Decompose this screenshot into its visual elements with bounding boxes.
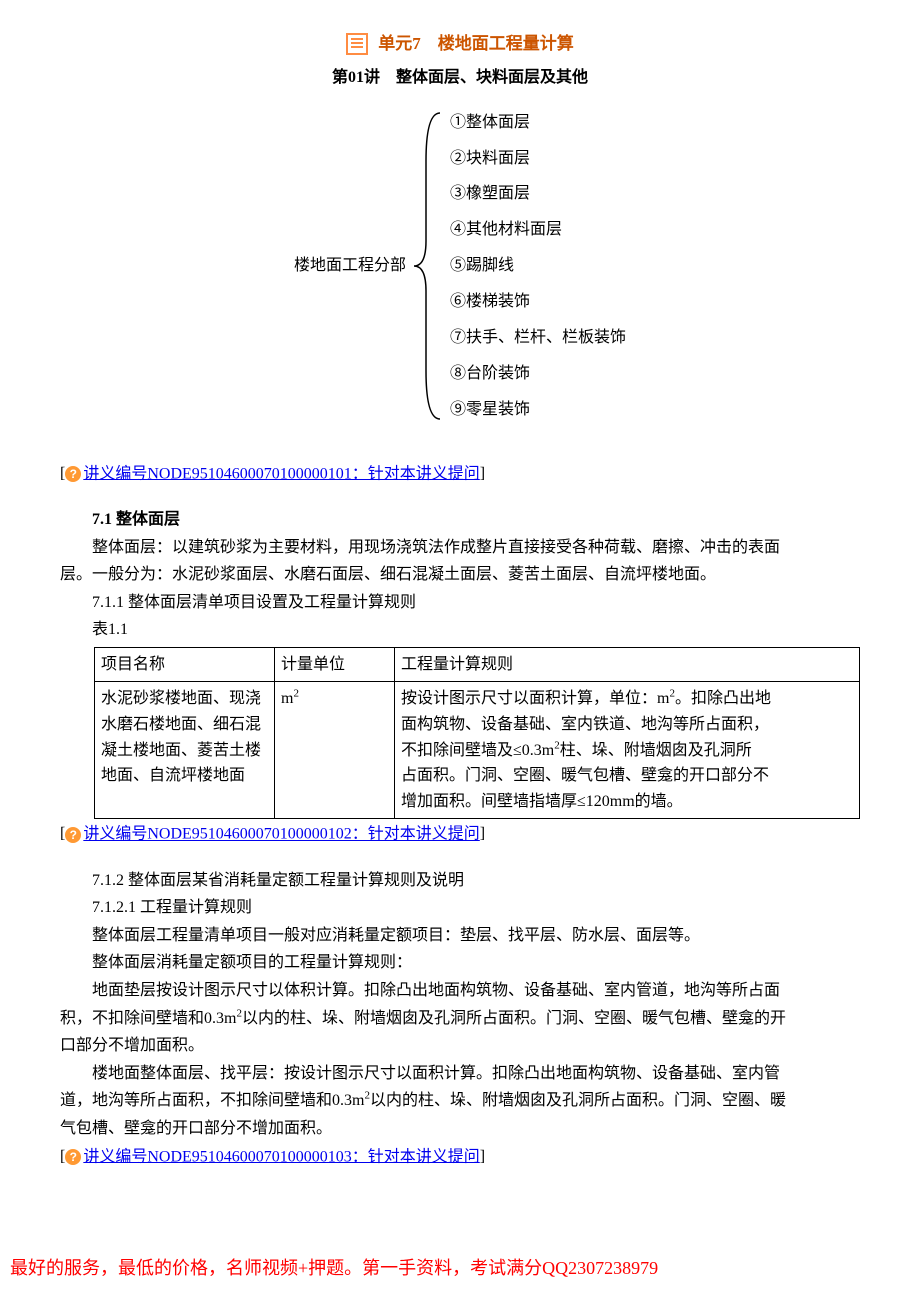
diagram-item: ⑦扶手、栏杆、栏板装饰 xyxy=(450,328,626,347)
bracket-close: ] xyxy=(480,1148,485,1165)
section-7-1-2: 7.1.2 整体面层某省消耗量定额工程量计算规则及说明 xyxy=(60,868,860,894)
rule-text: 不扣除间壁墙及≤0.3m xyxy=(401,742,554,759)
section-7-1-intro-1: 整体面层：以建筑砂浆为主要材料，用现场浇筑法作成整片直接接受各种荷载、磨擦、冲击… xyxy=(60,535,860,561)
diagram-label: 楼地面工程分部 xyxy=(294,253,406,279)
table-header: 计量单位 xyxy=(275,647,395,682)
para-p1: 整体面层工程量清单项目一般对应消耗量定额项目：垫层、找平层、防水层、面层等。 xyxy=(60,923,860,949)
diagram-item: ⑥楼梯装饰 xyxy=(450,292,626,311)
section-7-1-intro-2: 层。一般分为：水泥砂浆面层、水磨石面层、细石混凝土面层、菱苦土面层、自流坪楼地面… xyxy=(60,562,860,588)
diagram-item: ⑨零星装饰 xyxy=(450,400,626,419)
diagram-item: ⑤踢脚线 xyxy=(450,256,626,275)
node-link-line-1: [?讲义编号NODE95104600070100000101：针对本讲义提问] xyxy=(60,461,860,487)
para-text: 以内的柱、垛、附墙烟囱及孔洞所占面积。门洞、空圈、暖 xyxy=(370,1092,786,1109)
para-p4c: 气包槽、壁龛的开口部分不增加面积。 xyxy=(60,1116,860,1142)
table-header: 工程量计算规则 xyxy=(395,647,860,682)
footer-text: 最好的服务，最低的价格，名师视频+押题。第一手资料，考试满分QQ23072389… xyxy=(0,1254,920,1283)
node-link-3[interactable]: 讲义编号NODE95104600070100000103：针对本讲义提问 xyxy=(83,1148,479,1165)
brace-icon xyxy=(412,111,442,421)
rule-text: 按设计图示尺寸以面积计算，单位：m xyxy=(401,690,669,707)
rule-text: 增加面积。间壁墙指墙厚≤120mm的墙。 xyxy=(401,793,683,810)
table-cell-name: 水泥砂浆楼地面、现浇水磨石楼地面、细石混凝土楼地面、菱苦土楼地面、自流坪楼地面 xyxy=(95,682,275,819)
section-7-1-heading: 7.1 整体面层 xyxy=(60,507,860,533)
unit-sup: 2 xyxy=(293,688,299,700)
unit-title: 单元7 楼地面工程量计算 xyxy=(378,34,574,53)
bracket-close: ] xyxy=(480,825,485,842)
rule-text: 面构筑物、设备基础、室内铁道、地沟等所占面积， xyxy=(401,716,769,733)
lecture-title: 第01讲 整体面层、块料面层及其他 xyxy=(60,65,860,91)
para-p3c: 口部分不增加面积。 xyxy=(60,1033,860,1059)
table-row: 水泥砂浆楼地面、现浇水磨石楼地面、细石混凝土楼地面、菱苦土楼地面、自流坪楼地面 … xyxy=(95,682,860,819)
diagram-item: ④其他材料面层 xyxy=(450,220,626,239)
para-p4a: 楼地面整体面层、找平层：按设计图示尺寸以面积计算。扣除凸出地面构筑物、设备基础、… xyxy=(60,1061,860,1087)
rule-text: 占面积。门洞、空圈、暖气包槽、壁龛的开口部分不 xyxy=(401,767,769,784)
para-p3b: 积，不扣除间壁墙和0.3m2以内的柱、垛、附墙烟囱及孔洞所占面积。门洞、空圈、暖… xyxy=(60,1006,860,1032)
table-header-row: 项目名称 计量单位 工程量计算规则 xyxy=(95,647,860,682)
bracket-close: ] xyxy=(480,465,485,482)
classification-diagram: 楼地面工程分部 ①整体面层 ②块料面层 ③橡塑面层 ④其他材料面层 ⑤踢脚线 ⑥… xyxy=(60,111,860,421)
para-text: 以内的柱、垛、附墙烟囱及孔洞所占面积。门洞、空圈、暖气包槽、壁龛的开 xyxy=(242,1010,786,1027)
table-label: 表1.1 xyxy=(60,617,860,643)
node-link-2[interactable]: 讲义编号NODE95104600070100000102：针对本讲义提问 xyxy=(83,826,479,843)
node-link-1[interactable]: 讲义编号NODE95104600070100000101：针对本讲义提问 xyxy=(83,465,479,482)
diagram-item: ③橡塑面层 xyxy=(450,184,626,203)
section-7-1-1: 7.1.1 整体面层清单项目设置及工程量计算规则 xyxy=(60,590,860,616)
para-text: 道，地沟等所占面积，不扣除间壁墙和0.3m xyxy=(60,1092,364,1109)
diagram-item: ①整体面层 xyxy=(450,113,626,132)
diagram-item: ②块料面层 xyxy=(450,149,626,168)
question-icon: ? xyxy=(65,466,81,482)
para-p3a: 地面垫层按设计图示尺寸以体积计算。扣除凸出地面构筑物、设备基础、室内管道，地沟等… xyxy=(60,978,860,1004)
rule-text: 。扣除凸出地 xyxy=(675,690,771,707)
node-link-line-3: [?讲义编号NODE95104600070100000103：针对本讲义提问] xyxy=(60,1144,860,1170)
question-icon: ? xyxy=(65,827,81,843)
question-icon: ? xyxy=(65,1149,81,1165)
node-link-line-2: [?讲义编号NODE95104600070100000102：针对本讲义提问] xyxy=(60,821,860,847)
para-text: 积，不扣除间壁墙和0.3m xyxy=(60,1010,236,1027)
rule-text: 柱、垛、附墙烟囱及孔洞所 xyxy=(560,742,752,759)
rule-table: 项目名称 计量单位 工程量计算规则 水泥砂浆楼地面、现浇水磨石楼地面、细石混凝土… xyxy=(94,647,860,820)
table-header: 项目名称 xyxy=(95,647,275,682)
diagram-item: ⑧台阶装饰 xyxy=(450,364,626,383)
title-row: 单元7 楼地面工程量计算 xyxy=(60,30,860,57)
diagram-items: ①整体面层 ②块料面层 ③橡塑面层 ④其他材料面层 ⑤踢脚线 ⑥楼梯装饰 ⑦扶手… xyxy=(442,111,626,421)
table-cell-unit: m2 xyxy=(275,682,395,819)
para-p4b: 道，地沟等所占面积，不扣除间壁墙和0.3m2以内的柱、垛、附墙烟囱及孔洞所占面积… xyxy=(60,1088,860,1114)
brace-wrap: ①整体面层 ②块料面层 ③橡塑面层 ④其他材料面层 ⑤踢脚线 ⑥楼梯装饰 ⑦扶手… xyxy=(412,111,626,421)
para-p2: 整体面层消耗量定额项目的工程量计算规则： xyxy=(60,950,860,976)
section-7-1-2-1: 7.1.2.1 工程量计算规则 xyxy=(60,895,860,921)
table-cell-rule: 按设计图示尺寸以面积计算，单位：m2。扣除凸出地 面构筑物、设备基础、室内铁道、… xyxy=(395,682,860,819)
unit-prefix: m xyxy=(281,690,293,707)
document-icon xyxy=(346,33,368,55)
